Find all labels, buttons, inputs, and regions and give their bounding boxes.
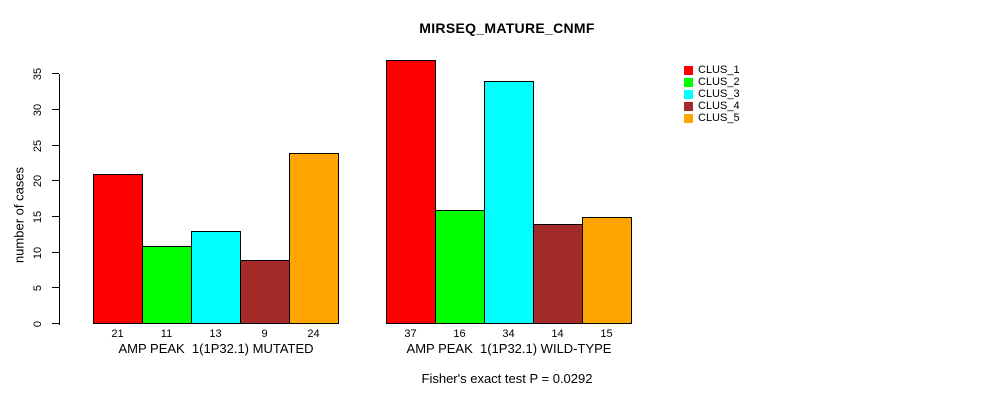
y-axis-tick — [52, 323, 59, 324]
fisher-test-note: Fisher's exact test P = 0.0292 — [421, 371, 593, 386]
y-axis-tick — [52, 109, 59, 110]
legend-item-clus_5: CLUS_5 — [684, 112, 740, 124]
bar-value-label: 16 — [453, 328, 466, 340]
bar-clus_5-2 — [582, 217, 632, 324]
bar-clus_5-1 — [289, 153, 339, 324]
group-label: AMP PEAK 1(1P32.1) MUTATED — [118, 341, 314, 356]
bar-clus_2-2 — [435, 210, 485, 324]
bar-clus_1-2 — [386, 60, 436, 324]
y-axis-tick-label: 5 — [32, 284, 44, 292]
legend-label: CLUS_4 — [698, 100, 740, 112]
bar-value-label: 34 — [502, 328, 515, 340]
y-axis-tick-label: 30 — [32, 103, 44, 117]
bar-clus_2-1 — [142, 246, 192, 324]
bar-value-label: 15 — [600, 328, 613, 340]
legend-item-clus_2: CLUS_2 — [684, 76, 740, 88]
bar-value-label: 9 — [261, 328, 268, 340]
bar-value-label: 11 — [160, 328, 173, 340]
y-axis-tick-label: 0 — [32, 320, 44, 328]
legend-label: CLUS_3 — [698, 88, 740, 100]
legend-swatch — [684, 113, 693, 123]
y-axis-tick-label: 20 — [32, 174, 44, 188]
legend-swatch — [684, 77, 693, 87]
legend-swatch — [684, 65, 693, 75]
group-label: AMP PEAK 1(1P32.1) WILD-TYPE — [406, 341, 612, 356]
y-axis-tick-label: 25 — [32, 139, 44, 153]
legend-item-clus_4: CLUS_4 — [684, 100, 740, 112]
y-axis-tick-label: 35 — [32, 67, 44, 81]
y-axis-tick — [52, 180, 59, 181]
y-axis-tick — [52, 73, 59, 74]
legend-item-clus_3: CLUS_3 — [684, 88, 740, 100]
y-axis-label: number of cases — [11, 166, 27, 264]
bar-clus_1-1 — [93, 174, 143, 324]
y-axis-line — [59, 74, 60, 325]
chart-title: MIRSEQ_MATURE_CNMF — [419, 20, 595, 36]
bar-value-label: 13 — [209, 328, 222, 340]
legend-item-clus_1: CLUS_1 — [684, 64, 740, 76]
bar-value-label: 14 — [551, 328, 564, 340]
bar-value-label: 24 — [307, 328, 320, 340]
legend-swatch — [684, 89, 693, 99]
y-axis-tick — [52, 216, 59, 217]
bar-clus_3-2 — [484, 81, 534, 324]
legend-label: CLUS_1 — [698, 64, 740, 76]
y-axis-tick-label: 10 — [32, 246, 44, 260]
bar-value-label: 21 — [111, 328, 124, 340]
y-axis-tick — [52, 252, 59, 253]
bar-clus_4-1 — [240, 260, 290, 324]
legend-label: CLUS_5 — [698, 112, 740, 124]
y-axis-tick-label: 15 — [32, 210, 44, 224]
y-axis-tick — [52, 287, 59, 288]
y-axis-tick — [52, 145, 59, 146]
legend-swatch — [684, 101, 693, 111]
bar-clus_4-2 — [533, 224, 583, 324]
bar-clus_3-1 — [191, 231, 241, 324]
legend: CLUS_1 CLUS_2 CLUS_3 CLUS_4 CLUS_5 — [684, 64, 740, 124]
bar-value-label: 37 — [404, 328, 417, 340]
legend-label: CLUS_2 — [698, 76, 740, 88]
